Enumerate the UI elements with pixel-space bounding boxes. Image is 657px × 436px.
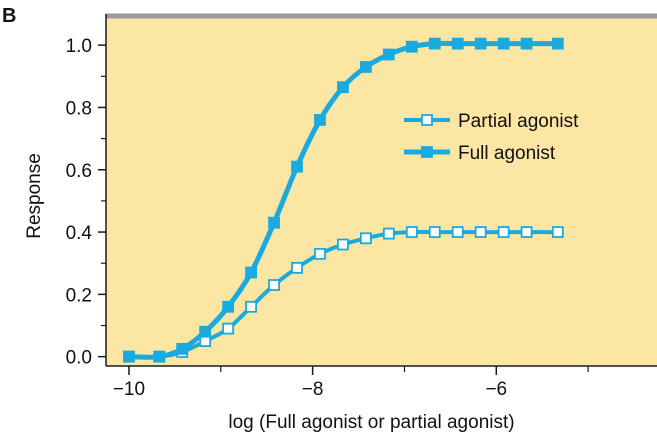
legend-item: Full agonist: [404, 143, 556, 164]
axes-layer: [105, 14, 657, 367]
data-point: [337, 81, 349, 94]
data-point: [497, 37, 510, 50]
data-point: [405, 40, 418, 53]
data-point: [268, 279, 280, 291]
y-axis-label: Response: [24, 153, 45, 239]
data-point: [451, 37, 464, 50]
data-point: [382, 227, 395, 240]
x-tick-label: −8: [302, 379, 324, 400]
data-point: [123, 350, 135, 363]
data-point: [474, 37, 487, 50]
y-tick-label: 0.8: [66, 98, 92, 119]
data-point: [551, 37, 564, 50]
legend-item: Partial agonist: [404, 111, 579, 132]
data-point: [268, 216, 280, 229]
data-point: [291, 160, 303, 173]
series-layer: [123, 37, 564, 363]
data-point: [520, 37, 533, 50]
legend-label: Full agonist: [458, 143, 556, 164]
data-point: [291, 261, 303, 274]
data-point: [176, 342, 189, 355]
data-point: [382, 48, 395, 61]
x-axis-label: log (Full agonist or partial agonist): [228, 412, 514, 433]
y-tick-label: 0.6: [66, 161, 92, 182]
x-tick-label: −6: [485, 379, 507, 400]
data-point: [428, 37, 441, 50]
data-point: [474, 226, 487, 238]
y-tick-label: 0.4: [66, 223, 93, 244]
data-point: [359, 232, 372, 245]
x-tick-label: −10: [113, 379, 145, 400]
data-point: [222, 322, 235, 335]
data-point: [497, 226, 510, 238]
y-tick-label: 0.0: [66, 348, 92, 369]
series-full-agonist: [123, 37, 564, 363]
data-point: [405, 226, 418, 238]
legend-marker: [421, 146, 433, 158]
legend-marker: [421, 114, 433, 126]
data-point: [199, 325, 212, 338]
panel-label: B: [2, 5, 16, 27]
data-point: [520, 226, 533, 238]
data-point: [153, 350, 166, 363]
data-point: [314, 247, 326, 260]
y-tick-label: 1.0: [66, 36, 92, 57]
legend-label: Partial agonist: [458, 111, 579, 132]
data-point: [222, 300, 235, 313]
data-point: [245, 300, 257, 313]
data-point: [451, 226, 464, 238]
legend: Partial agonist Full agonist: [404, 111, 579, 164]
data-point: [337, 238, 349, 251]
plot-area: [106, 14, 657, 366]
data-point: [314, 114, 326, 126]
data-point: [359, 61, 372, 73]
y-tick-label: 0.2: [66, 285, 92, 306]
data-point: [245, 266, 257, 279]
data-point: [428, 226, 441, 238]
data-point: [551, 226, 564, 238]
ticks-layer: 0.0 0.2 0.4 0.6 0.8 1.0 −10 −8 −6: [66, 36, 589, 400]
